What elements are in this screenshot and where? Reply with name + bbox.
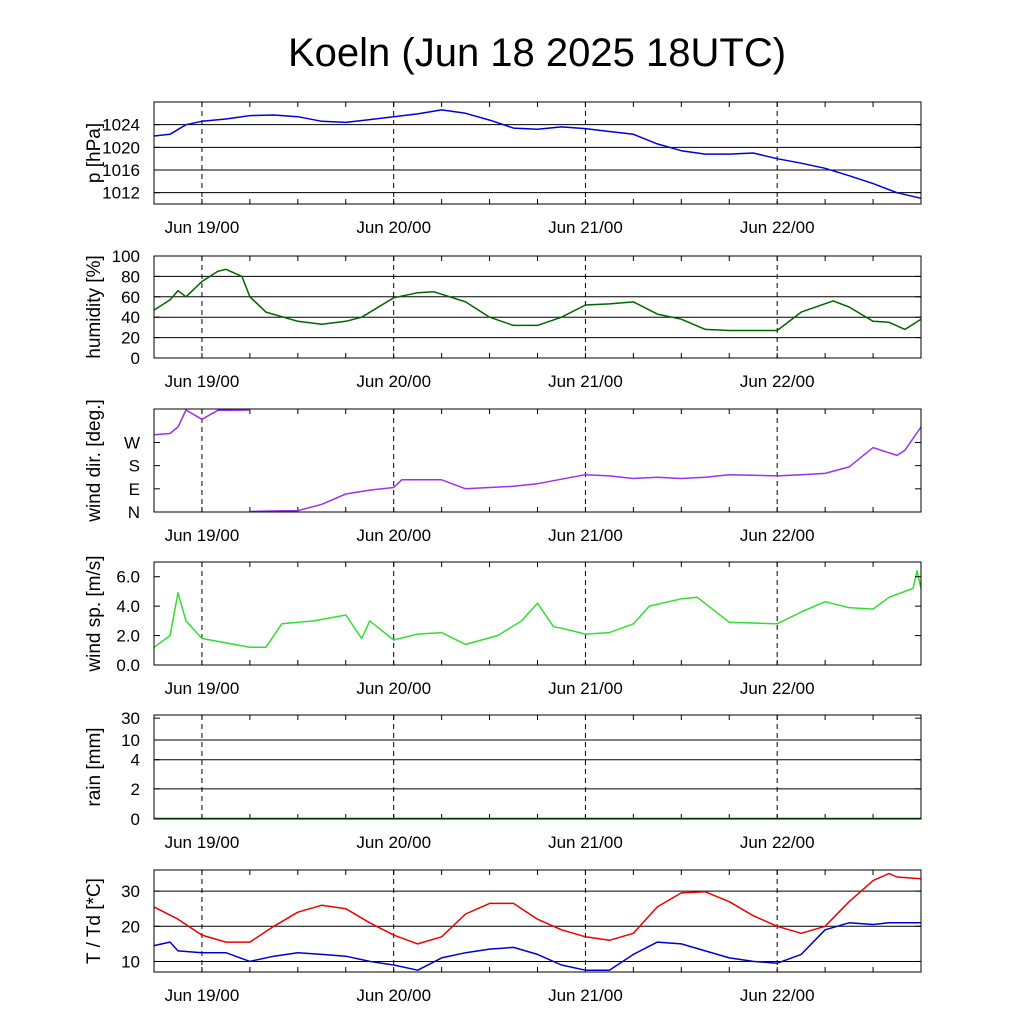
panel-6: 10 20 30 T / Td [*C] Jun 19/00 Jun 20/00 Jun 2… (84, 869, 922, 1005)
y-axis-label: T / Td [*C] (84, 878, 105, 964)
x-tick-label: Jun 22/00 (740, 833, 815, 852)
y-axis-label: humidity [%] (84, 255, 105, 358)
series-line-6-2 (153, 922, 921, 971)
x-tick-label: Jun 19/00 (165, 986, 240, 1005)
panel-frame (153, 101, 922, 205)
y-tick-label: 2.0 (116, 627, 140, 646)
y-tick-label: 2 (131, 780, 140, 799)
y-tick-label: 10 (121, 952, 140, 971)
y-tick-label: 6.0 (116, 568, 140, 587)
y-tick-label: 80 (121, 267, 140, 286)
series-line-2-1 (153, 268, 922, 332)
y-tick-label: 30 (121, 882, 140, 901)
y-tick-label: 40 (121, 308, 140, 327)
y-tick-label: 10 (121, 731, 140, 750)
y-tick-label: S (129, 457, 140, 476)
x-tick-label: Jun 20/00 (356, 526, 431, 545)
x-tick-label: Jun 22/00 (740, 679, 815, 698)
x-tick-label: Jun 20/00 (356, 218, 431, 237)
x-tick-label: Jun 19/00 (165, 526, 240, 545)
y-axis-label: p [hPa] (84, 123, 105, 183)
y-tick-label: E (129, 480, 140, 499)
y-tick-label: 1020 (102, 138, 140, 157)
y-tick-label: 20 (121, 917, 140, 936)
panel-frame (153, 255, 922, 359)
panel-frame (153, 408, 922, 513)
x-tick-label: Jun 19/00 (165, 679, 240, 698)
y-axis-label: wind sp. [m/s] (84, 555, 105, 672)
x-tick-label: Jun 21/00 (548, 833, 623, 852)
x-tick-label: Jun 19/00 (165, 372, 240, 391)
y-tick-label: 30 (121, 709, 140, 728)
y-tick-label: 0.0 (116, 656, 140, 675)
x-tick-label: Jun 19/00 (165, 833, 240, 852)
x-tick-label: Jun 21/00 (548, 679, 623, 698)
y-tick-label: W (124, 433, 140, 452)
panel-frame (153, 714, 922, 820)
y-axis-label: rain [mm] (84, 727, 105, 806)
y-tick-label: 20 (121, 329, 140, 348)
x-tick-label: Jun 21/00 (548, 526, 623, 545)
panel-4: 0.0 2.0 4.0 6.0 wind sp. [m/s] Jun 19/00 Jun 2… (84, 555, 922, 698)
x-tick-label: Jun 21/00 (548, 218, 623, 237)
y-tick-label: 1016 (102, 161, 140, 180)
y-tick-label: 1024 (102, 116, 140, 135)
y-tick-label: 60 (121, 288, 140, 307)
y-axis-label: wind dir. [deg.] (84, 399, 105, 523)
series-line-6-1 (153, 872, 922, 945)
panel-frame (153, 869, 922, 973)
y-tick-label: 100 (112, 247, 140, 266)
y-tick-label: N (128, 503, 140, 522)
x-tick-label: Jun 22/00 (740, 218, 815, 237)
x-tick-label: Jun 20/00 (356, 986, 431, 1005)
y-tick-label: 0 (131, 810, 140, 829)
panel-frame (153, 561, 922, 666)
series-line-4-1 (153, 570, 922, 649)
series-line-3-1 (153, 409, 922, 513)
y-tick-label: 1012 (102, 184, 140, 203)
x-tick-label: Jun 19/00 (165, 218, 240, 237)
series-line-1-1 (153, 109, 922, 200)
y-tick-label: 0 (131, 349, 140, 368)
panel-5: 0 2 410 30 rain [mm] Jun 19/00 Jun 20/00 Jun 21… (84, 709, 922, 852)
chart-title: Koeln (Jun 18 2025 18UTC) (288, 31, 786, 75)
x-tick-label: Jun 22/00 (740, 372, 815, 391)
x-tick-label: Jun 20/00 (356, 833, 431, 852)
y-tick-label: 4 (131, 751, 140, 770)
x-tick-label: Jun 21/00 (548, 372, 623, 391)
y-tick-label: 4.0 (116, 597, 140, 616)
x-tick-label: Jun 22/00 (740, 986, 815, 1005)
x-tick-label: Jun 20/00 (356, 372, 431, 391)
x-tick-label: Jun 22/00 (740, 526, 815, 545)
x-tick-label: Jun 20/00 (356, 679, 431, 698)
x-tick-label: Jun 21/00 (548, 986, 623, 1005)
